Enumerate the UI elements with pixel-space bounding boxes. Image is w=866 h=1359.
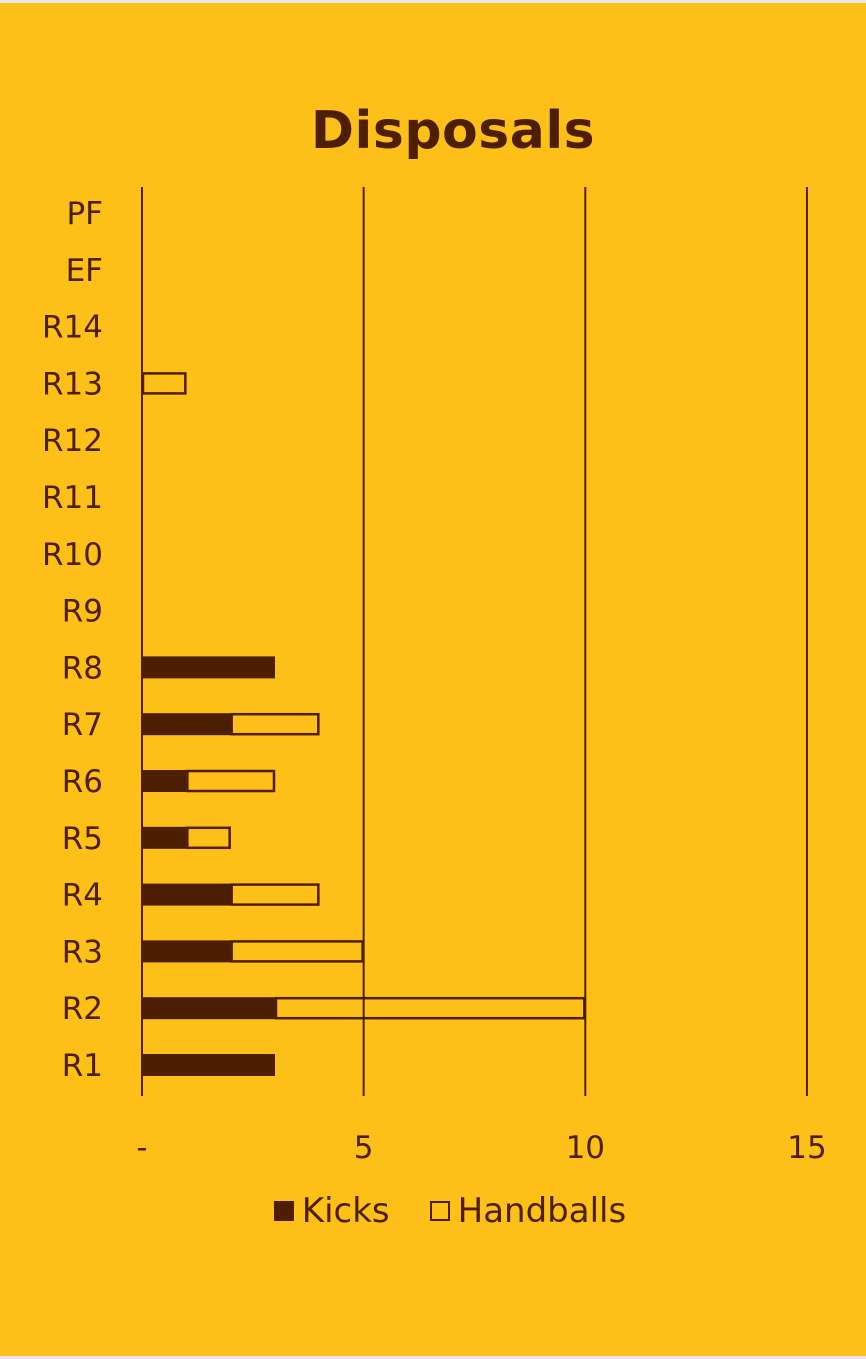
y-category-label: R12 — [42, 423, 103, 459]
y-category-label: R5 — [62, 821, 103, 857]
bar-handballs — [230, 883, 320, 906]
legend-label-handballs: Handballs — [457, 1191, 627, 1231]
y-category-label: R8 — [62, 650, 103, 686]
bar-kicks — [142, 1054, 275, 1076]
chart-title: Disposals — [310, 101, 596, 161]
x-tick-label: 10 — [566, 1130, 605, 1166]
bar-chart: - 5 10 15 R1 R2 R3 R4 R5 R6 R7 R8 R9 R10 R11 R12 R13 R14 E… — [42, 187, 827, 1166]
legend: Kicks Handballs — [0, 1191, 866, 1231]
legend-swatch-kicks — [273, 1201, 294, 1221]
y-category-label: R11 — [42, 480, 103, 516]
y-category-label: R9 — [62, 594, 103, 630]
y-category-label: R1 — [62, 1048, 103, 1084]
bar-handballs — [186, 769, 276, 793]
y-category-label: R10 — [42, 537, 103, 573]
bar-kicks — [142, 997, 275, 1020]
bar-handballs — [230, 940, 364, 963]
y-category-label: R7 — [62, 707, 103, 743]
y-category-label: R4 — [62, 878, 103, 914]
legend-swatch-handballs — [429, 1201, 450, 1221]
chart-area: Disposals - 5 10 15 R1 R2 R3 R4 R5 R6 R7 R8 R9 R10 R11… — [0, 3, 866, 1356]
x-tick-label: 15 — [787, 1130, 826, 1166]
bar-kicks — [142, 656, 275, 679]
y-category-label: R2 — [62, 991, 103, 1027]
bar-handballs — [230, 712, 320, 736]
y-category-label: R13 — [42, 366, 103, 402]
bar-handballs — [274, 996, 586, 1020]
legend-item-handballs: Handballs — [429, 1191, 627, 1231]
bar-kicks — [142, 940, 231, 963]
y-category-label: R3 — [62, 934, 103, 970]
bar-kicks — [142, 883, 231, 906]
y-category-label: EF — [66, 253, 103, 289]
x-tick-label: - — [136, 1130, 147, 1166]
bar-kicks — [142, 770, 187, 792]
bar-handballs — [141, 372, 187, 395]
bar-handballs — [186, 826, 231, 850]
y-category-label: R14 — [42, 310, 103, 346]
legend-item-kicks: Kicks — [273, 1191, 390, 1231]
legend-label-kicks: Kicks — [301, 1191, 390, 1231]
y-category-label: PF — [66, 196, 103, 232]
x-tick-label: 5 — [354, 1130, 374, 1166]
bar-kicks — [142, 826, 187, 849]
bar-kicks — [142, 713, 231, 736]
y-category-label: R6 — [62, 764, 103, 800]
